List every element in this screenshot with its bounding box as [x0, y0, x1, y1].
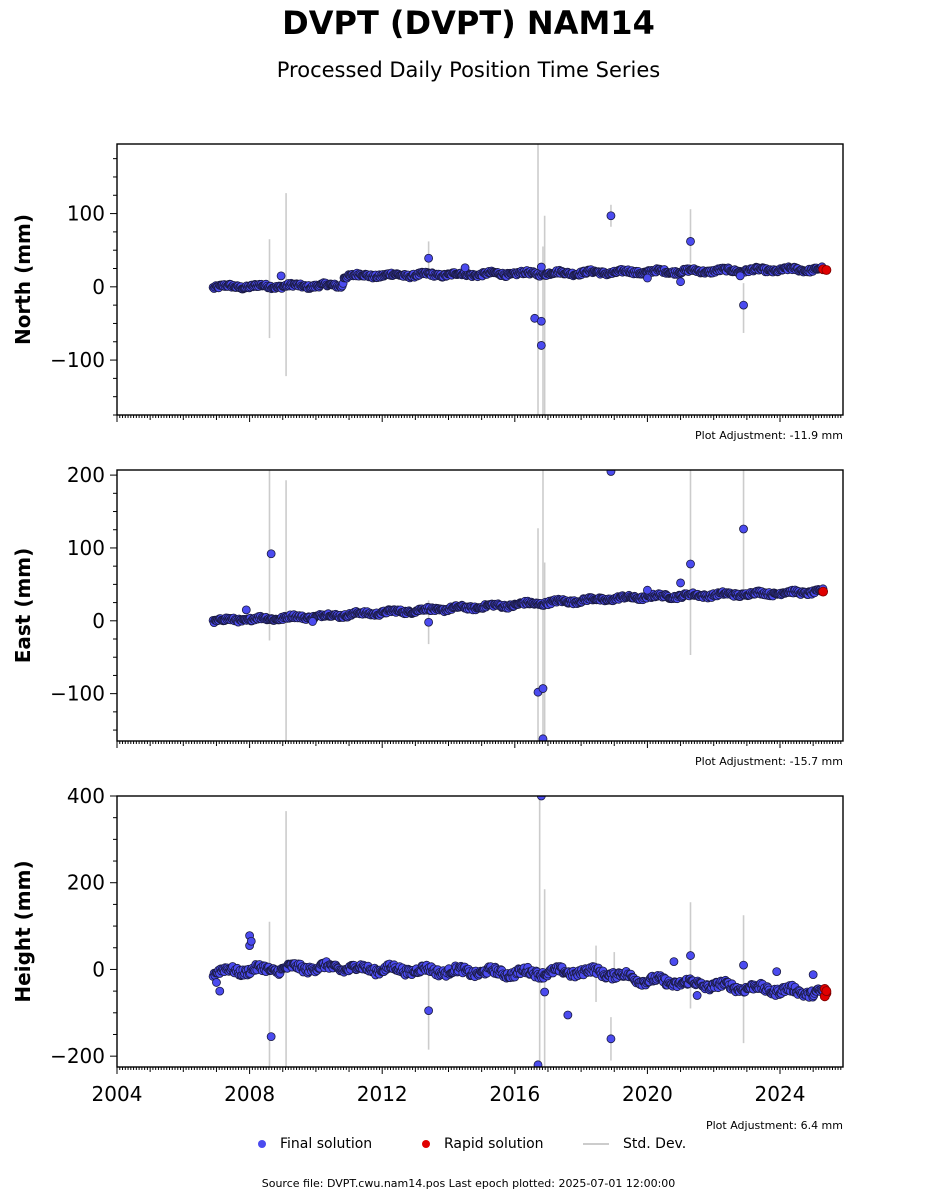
x-tick-label: 2008 — [224, 1082, 275, 1106]
legend-item-final: Final solution — [258, 1136, 372, 1152]
y-tick-label: 0 — [92, 275, 105, 299]
y-axis-label: East (mm) — [11, 548, 35, 664]
legend-final-marker — [258, 1140, 266, 1148]
legend-stddev-label: Std. Dev. — [623, 1136, 687, 1152]
final-solution-point — [538, 684, 548, 693]
y-tick-label: −100 — [50, 682, 105, 706]
y-tick-label: 400 — [67, 784, 105, 808]
y-tick-label: 0 — [92, 609, 105, 633]
final-solution-point — [772, 967, 782, 977]
final-solution-point — [533, 1060, 543, 1067]
legend-stddev-line — [583, 1143, 609, 1145]
final-solution-point — [266, 1032, 276, 1042]
page-subtitle: Processed Daily Position Time Series — [276, 58, 661, 82]
final-solution-point — [669, 957, 679, 967]
y-tick-label: 200 — [67, 871, 105, 895]
final-solution-point — [538, 734, 548, 741]
final-solution-point — [606, 1034, 616, 1044]
final-solution-point — [739, 300, 748, 310]
final-solution-point — [563, 1010, 573, 1020]
y-tick-label: 0 — [92, 957, 105, 981]
axes-frame — [116, 469, 844, 742]
y-tick-label: −100 — [50, 348, 105, 372]
final-solution-point — [606, 211, 616, 221]
plot-adjustment-note: Plot Adjustment: 6.4 mm — [706, 1119, 843, 1132]
legend-item-stddev: Std. Dev. — [583, 1136, 686, 1152]
final-solution-point — [606, 470, 616, 476]
final-solution-point — [692, 991, 702, 1000]
final-solution-point — [460, 263, 470, 273]
final-solution-point — [424, 1006, 434, 1016]
final-solution-point — [643, 273, 652, 283]
final-solution-point — [735, 271, 745, 281]
y-axis-label: North (mm) — [11, 214, 35, 345]
final-solution-point — [686, 559, 695, 569]
axes-frame — [116, 795, 844, 1068]
legend-final-label: Final solution — [280, 1136, 373, 1152]
final-solution-point — [643, 585, 652, 595]
x-tick-label: 2004 — [92, 1082, 143, 1106]
final-solution-point — [686, 951, 695, 960]
legend-rapid-label: Rapid solution — [444, 1136, 544, 1152]
rapid-solution-point — [818, 586, 829, 597]
legend-item-rapid: Rapid solution — [422, 1136, 544, 1152]
final-solution-point — [536, 316, 546, 326]
final-solution-point — [424, 253, 434, 263]
plot-area — [208, 144, 832, 415]
x-tick-label: 2020 — [622, 1082, 673, 1106]
y-tick-label: 100 — [67, 536, 105, 560]
plot-area — [208, 796, 832, 1067]
final-solution-point — [266, 549, 276, 559]
page-title: DVPT (DVPT) NAM14 — [282, 4, 655, 42]
final-solution-point — [212, 978, 221, 987]
final-solution-point — [276, 271, 286, 281]
chart-panel-2: −200 0 200 400 2004 2008 2012 2016 2020 2024 Heigh… — [11, 784, 844, 1132]
rapid-solution-point — [821, 986, 832, 997]
final-solution-point — [739, 524, 748, 534]
y-axis-label: Height (mm) — [11, 860, 35, 1002]
y-tick-label: 200 — [67, 463, 105, 487]
plot-adjustment-note: Plot Adjustment: -15.7 mm — [695, 755, 843, 768]
final-solution-point — [536, 796, 546, 801]
final-solution-point — [739, 960, 748, 970]
final-solution-point — [676, 277, 685, 287]
final-solution-point — [536, 262, 546, 272]
final-solution-point — [676, 578, 685, 588]
y-tick-label: −200 — [50, 1044, 105, 1068]
plot-area — [208, 470, 829, 741]
chart-panel-0: −100 0 100 North (mm) Plot Adjustment: -11.9… — [11, 143, 844, 442]
chart-panel-1: −100 0 100 200 East (mm) Plot Adjustment: -15… — [11, 463, 844, 768]
x-tick-label: 2016 — [489, 1082, 540, 1106]
final-solution-point — [215, 986, 225, 996]
final-solution-point — [308, 617, 317, 626]
final-solution-point — [424, 617, 434, 627]
final-solution-point — [246, 936, 256, 946]
legend-rapid-marker — [422, 1140, 430, 1148]
final-solution-point — [536, 341, 546, 350]
footer-source: Source file: DVPT.cwu.nam14.pos Last epo… — [261, 1177, 676, 1190]
x-tick-label: 2024 — [755, 1082, 806, 1106]
rapid-solution-point — [821, 265, 832, 275]
x-tick-label: 2012 — [357, 1082, 408, 1106]
final-solution-point — [808, 970, 818, 980]
final-solution-point — [241, 605, 251, 615]
y-tick-label: 100 — [67, 202, 105, 226]
final-solution-point — [540, 987, 550, 997]
axes-frame — [116, 143, 844, 416]
final-solution-point — [686, 237, 695, 246]
plot-adjustment-note: Plot Adjustment: -11.9 mm — [695, 429, 843, 442]
